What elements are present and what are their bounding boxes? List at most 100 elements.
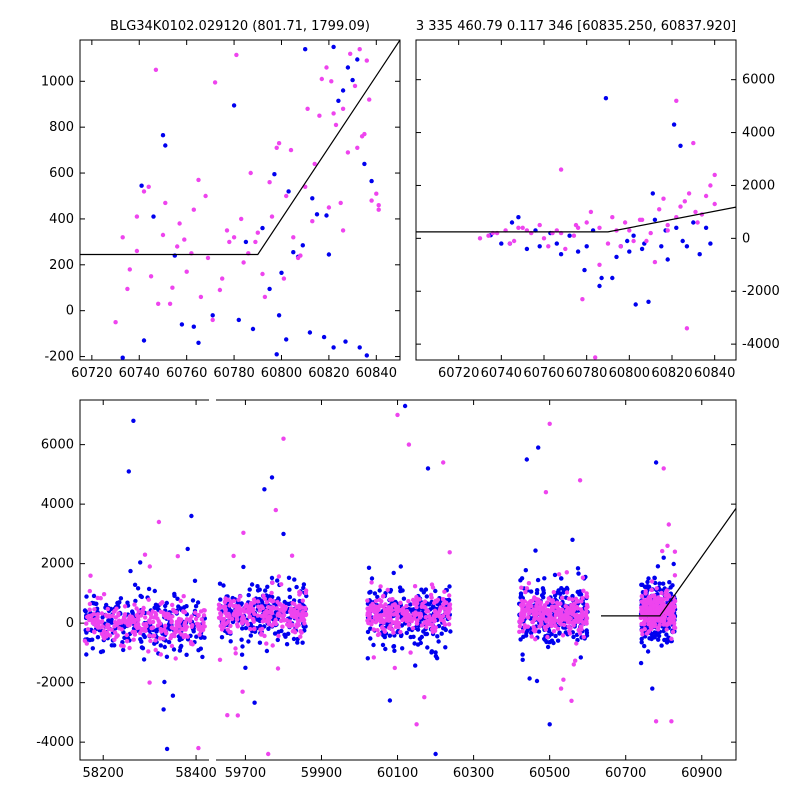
panel-frame [415,39,737,361]
data-point-magenta [174,622,179,627]
data-point-blue [130,609,135,614]
data-point-magenta [139,613,144,618]
data-point-magenta [372,615,377,620]
data-point-magenta [573,615,579,620]
data-point-blue [520,652,525,657]
data-point-magenta [392,612,398,617]
data-point-magenta [522,623,527,628]
data-point-magenta [234,52,239,58]
data-point-blue [257,640,263,645]
data-point-magenta [116,618,122,623]
data-point-magenta [226,619,231,624]
data-point-blue [537,244,542,249]
data-point-magenta [622,220,628,225]
data-point-magenta [169,643,175,649]
data-point-magenta [136,621,141,627]
data-point-blue [269,575,275,581]
data-point-blue [631,233,636,238]
data-point-magenta [275,613,280,618]
data-point-blue [652,217,658,222]
data-point-magenta [220,604,226,609]
data-point-magenta [266,751,271,757]
data-point-magenta [670,629,676,635]
data-point-blue [703,225,709,230]
panel-title: BLG34K0102.029120 (801.71, 1799.09) [110,19,370,34]
panel-frame [79,399,737,761]
data-point-blue [645,649,651,654]
data-point-blue [263,588,268,593]
data-point-blue [172,593,177,598]
data-point-blue [161,707,166,712]
data-point-blue [408,602,413,607]
data-point-magenta [264,641,269,646]
data-point-blue [191,324,196,329]
data-point-magenta [395,622,400,627]
data-point-blue [377,588,382,593]
data-point-magenta [691,140,696,146]
data-point-magenta [537,616,542,621]
data-point-magenta [357,47,362,52]
data-point-magenta [525,615,531,620]
data-point-magenta [392,665,397,671]
data-point-blue [295,640,300,645]
data-point-magenta [520,629,525,634]
data-point-magenta [657,207,662,212]
data-point-magenta [88,573,93,578]
data-point-magenta [99,611,105,616]
data-point-magenta [573,222,579,228]
data-point-magenta [175,244,180,249]
data-point-blue [331,345,336,350]
data-point-blue [249,582,255,587]
data-point-magenta [196,613,201,618]
data-point-blue [138,637,143,642]
y-tick-label: -2000 [36,676,74,691]
data-point-blue [649,631,654,637]
data-point-magenta [560,614,565,619]
data-point-magenta [189,624,194,629]
data-point-blue [540,586,546,591]
data-point-magenta [584,606,589,611]
data-point-magenta [546,612,551,617]
data-point-magenta [373,598,379,604]
data-point-blue [141,338,147,343]
data-point-blue [132,582,138,587]
data-point-blue [646,299,651,304]
data-point-magenta [555,602,560,607]
data-point-blue [541,595,546,600]
data-point-magenta [152,615,157,620]
data-point-magenta [227,603,232,608]
data-point-magenta [150,619,156,625]
data-point-magenta [292,607,297,613]
data-point-blue [529,630,534,636]
data-point-blue [639,246,645,252]
axis-break [209,398,216,402]
data-point-blue [91,601,97,606]
y-tick-label: 200 [49,258,74,273]
data-point-blue [448,629,453,634]
data-point-blue [164,654,170,659]
data-point-magenta [201,613,207,618]
data-point-magenta [627,228,632,233]
data-point-blue [661,581,666,586]
data-point-blue [667,580,672,585]
data-point-magenta [640,632,645,637]
data-point-magenta [523,589,528,595]
data-point-magenta [370,619,375,624]
data-point-magenta [661,196,666,201]
data-point-magenta [205,255,211,261]
data-point-blue [638,660,644,666]
data-point-magenta [136,617,141,623]
data-point-magenta [428,592,434,598]
data-point-magenta [299,615,304,620]
data-point-magenta [199,617,204,622]
data-point-blue [240,644,245,649]
data-point-magenta [378,603,383,608]
data-point-magenta [348,51,353,56]
data-point-magenta [355,145,360,150]
data-point-magenta [659,590,664,596]
data-point-magenta [547,615,552,620]
model-curve [416,206,736,233]
model-curve [601,507,736,617]
data-point-magenta [571,662,576,667]
data-point-blue [115,600,120,606]
